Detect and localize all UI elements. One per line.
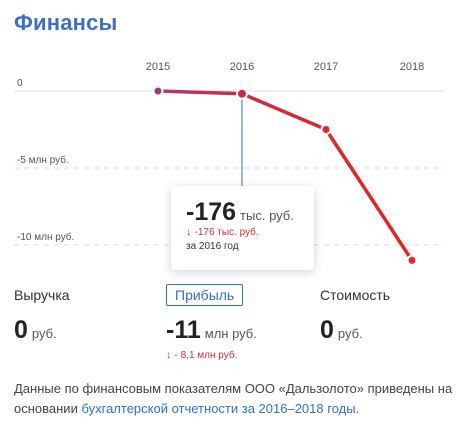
tab-profit[interactable]: Прибыль: [166, 284, 244, 306]
arrow-down-icon: ↓: [186, 226, 192, 238]
y-tick-label: -10 млн руб.: [17, 231, 74, 243]
chart-tooltip: -176 тыс. руб. ↓ -176 тыс. руб. за 2016 го…: [171, 186, 314, 270]
data-point[interactable]: [406, 254, 418, 266]
value-value: 0 руб.: [320, 316, 363, 345]
tab-value[interactable]: Стоимость: [320, 287, 390, 305]
arrow-down-icon: ↓: [166, 349, 172, 361]
footnote-text: Данные по финансовым показателям ООО «Да…: [14, 381, 453, 416]
y-tick-label: 0: [17, 78, 23, 89]
profit-amount: -11: [166, 316, 201, 344]
tooltip-change: ↓ -176 тыс. руб.: [186, 226, 259, 238]
profit-change-text: - 8,1 млн руб.: [174, 350, 238, 361]
section-title: Финансы: [14, 10, 118, 35]
tab-profit-label: Прибыль: [166, 284, 244, 306]
data-point[interactable]: [320, 124, 332, 135]
revenue-amount: 0: [14, 316, 28, 344]
revenue-value: 0 руб.: [14, 316, 57, 345]
value-amount: 0: [320, 316, 334, 344]
tooltip-unit: тыс. руб.: [240, 208, 294, 223]
profit-value: -11 млн руб.: [166, 316, 257, 345]
revenue-unit: руб.: [31, 326, 57, 341]
profit-chart: 2015 2016 2017 2018 0 -5 млн руб. -10 млн руб…: [14, 61, 445, 266]
footnote: Данные по финансовым показателям ООО «Да…: [14, 379, 454, 419]
tab-revenue-label: Выручка: [14, 287, 70, 303]
footnote-suffix: .: [355, 401, 360, 416]
data-point[interactable]: [236, 87, 248, 100]
y-tick-label: -5 млн руб.: [17, 154, 69, 166]
x-tick-label: 2015: [146, 61, 170, 73]
tooltip-change-text: -176 тыс. руб.: [194, 227, 259, 238]
series-line: [156, 89, 414, 263]
profit-change: ↓ - 8,1 млн руб.: [166, 349, 237, 361]
x-tick-label: 2017: [314, 61, 338, 73]
x-tick-label: 2018: [400, 61, 424, 73]
x-tick-label: 2016: [230, 61, 254, 73]
financial-report-link[interactable]: бухгалтерской отчетности за 2016–2018 го…: [81, 401, 356, 416]
tab-value-label: Стоимость: [320, 287, 391, 303]
tooltip-period: за 2016 год: [186, 241, 239, 252]
tab-revenue[interactable]: Выручка: [14, 287, 70, 305]
profit-unit: млн руб.: [204, 326, 257, 341]
data-point[interactable]: [152, 85, 164, 97]
value-unit: руб.: [337, 326, 363, 341]
tooltip-value: -176: [186, 198, 237, 226]
